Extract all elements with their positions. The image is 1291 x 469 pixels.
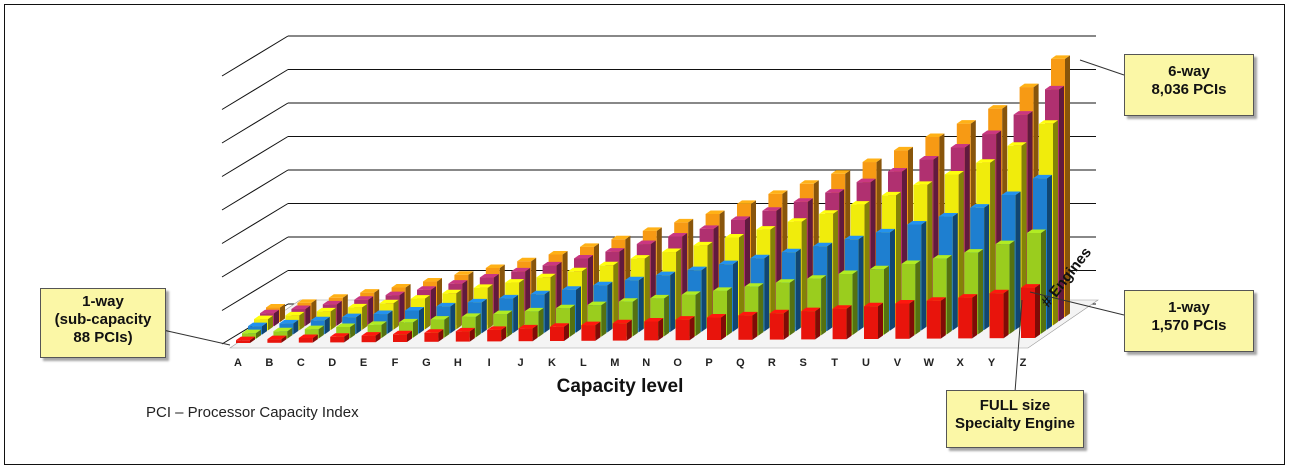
bar xyxy=(236,336,255,343)
bar xyxy=(550,323,569,341)
bar xyxy=(330,333,350,343)
x-tick-label: A xyxy=(234,357,242,369)
x-tick-label: Q xyxy=(736,357,745,369)
gridline-side xyxy=(221,203,289,244)
gridline-side xyxy=(221,35,289,77)
x-tick-label: R xyxy=(768,357,776,369)
callout-line: 8,036 PCIs xyxy=(1151,81,1227,98)
x-tick-label: K xyxy=(548,357,556,369)
bar xyxy=(487,326,507,342)
x-tick-label: Y xyxy=(988,357,996,369)
gridline-side xyxy=(221,102,289,144)
bar xyxy=(361,332,381,343)
x-tick-label: D xyxy=(328,357,336,369)
x-tick-label: T xyxy=(831,357,838,369)
bar xyxy=(644,317,664,341)
x-tick-label: L xyxy=(580,357,587,369)
bar xyxy=(989,289,1009,339)
bar xyxy=(304,325,324,339)
callout-line: 1-way xyxy=(1168,299,1210,316)
bar xyxy=(769,309,789,340)
bar xyxy=(267,335,287,343)
gridline-side xyxy=(221,136,289,177)
x-tick-label: P xyxy=(705,357,712,369)
bar xyxy=(958,294,978,339)
callout-line: 88 PCIs) xyxy=(73,329,133,346)
bar xyxy=(298,334,318,343)
x-tick-label: U xyxy=(862,357,870,369)
callout-line: (sub-capacity xyxy=(54,311,152,328)
callout-line: 1,570 PCIs xyxy=(1151,317,1227,334)
callout-line: 1-way xyxy=(82,293,124,310)
x-tick-label: J xyxy=(518,357,524,369)
callout-line: Specialty Engine xyxy=(954,415,1076,432)
bar xyxy=(393,330,412,342)
bar xyxy=(926,297,946,339)
bar xyxy=(242,329,261,339)
bars xyxy=(236,55,1070,343)
bar xyxy=(707,314,726,340)
bar xyxy=(581,321,601,341)
callout-pointer xyxy=(1014,299,1023,393)
bar xyxy=(864,302,883,339)
gridline-side xyxy=(221,69,289,110)
x-tick-label: N xyxy=(642,357,650,369)
x-tick-label: O xyxy=(673,357,682,369)
gridline-side xyxy=(221,236,289,278)
x-tick-label: B xyxy=(265,357,273,369)
callout-line: 6-way xyxy=(1168,63,1210,80)
bar xyxy=(612,319,632,341)
callout-1way-subcapacity: 1-way (sub-capacity 88 PCIs) xyxy=(40,288,166,358)
x-tick-label: X xyxy=(957,357,965,369)
bar xyxy=(336,323,356,339)
x-tick-label: E xyxy=(360,357,367,369)
x-tick-label: F xyxy=(392,357,399,369)
gridline-side xyxy=(221,270,289,311)
bar xyxy=(1021,284,1040,338)
x-tick-label: M xyxy=(610,357,619,369)
bar xyxy=(455,327,475,342)
bar xyxy=(273,327,293,339)
bar xyxy=(518,324,538,342)
x-tick-label: W xyxy=(924,357,935,369)
callout-pointer xyxy=(1079,59,1125,76)
bar xyxy=(424,329,444,342)
x-tick-label: S xyxy=(800,357,807,369)
callout-full-size-specialty-engine: FULL size Specialty Engine xyxy=(946,390,1084,448)
footnote: PCI – Processor Capacity Index xyxy=(146,404,359,421)
bar xyxy=(832,305,852,340)
x-tick-label: C xyxy=(297,357,305,369)
callout-line: FULL size xyxy=(979,397,1051,414)
bar xyxy=(895,299,915,339)
bar xyxy=(801,307,821,340)
bar xyxy=(675,316,695,341)
callout-pointer xyxy=(1029,291,1125,316)
x-tick-label: Z xyxy=(1020,357,1027,369)
x-tick-label: I xyxy=(488,357,491,369)
x-axis-title: Capacity level xyxy=(556,376,684,397)
callout-pointer xyxy=(162,329,231,346)
x-tick-label: V xyxy=(894,357,902,369)
x-tick-label: G xyxy=(422,357,431,369)
bar xyxy=(738,311,758,340)
gridline-side xyxy=(221,169,289,211)
x-tick-label: H xyxy=(454,357,462,369)
callout-1way-full: 1-way 1,570 PCIs xyxy=(1124,290,1254,352)
x-tick-labels: A B C D E F G H I J K L M N O P Q R S T U V W X Y Z xyxy=(234,357,1027,369)
callout-6way: 6-way 8,036 PCIs xyxy=(1124,54,1254,116)
